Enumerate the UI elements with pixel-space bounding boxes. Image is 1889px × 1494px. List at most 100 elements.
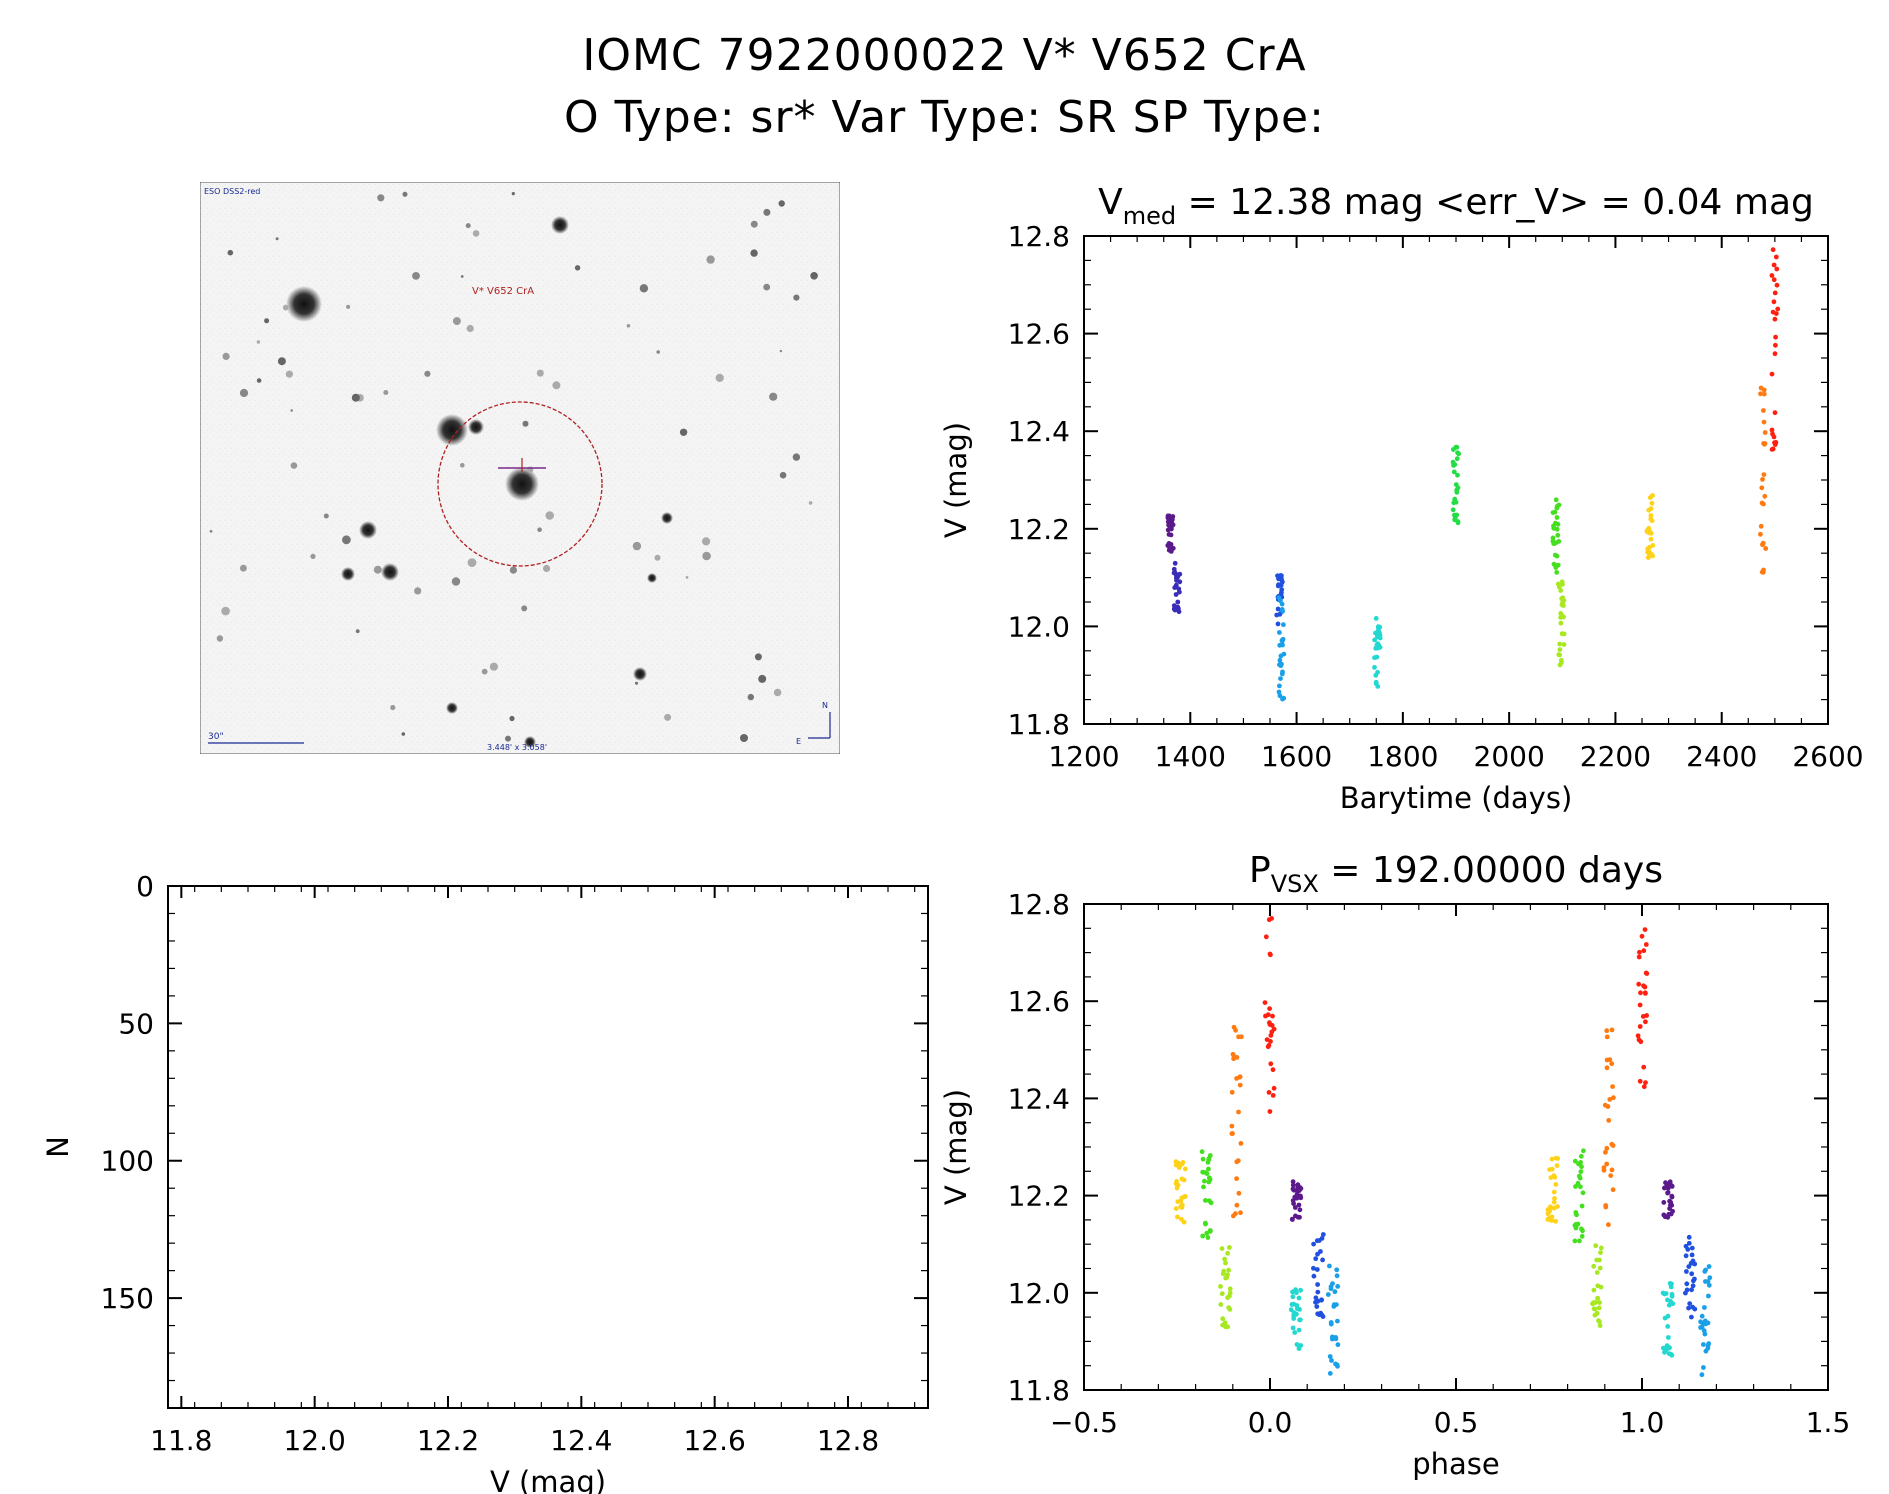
data-point bbox=[1266, 1043, 1272, 1048]
data-point bbox=[1769, 427, 1775, 433]
data-point bbox=[1551, 1199, 1557, 1205]
data-point bbox=[1183, 1194, 1188, 1199]
data-point bbox=[1220, 1316, 1226, 1322]
data-point bbox=[1221, 1268, 1227, 1274]
star bbox=[341, 567, 355, 581]
data-point bbox=[1573, 1224, 1579, 1229]
data-point bbox=[1690, 1283, 1696, 1289]
data-point bbox=[1761, 419, 1767, 425]
data-point bbox=[1559, 660, 1564, 665]
data-point bbox=[1771, 277, 1777, 283]
data-point bbox=[1373, 672, 1379, 678]
data-point bbox=[1758, 391, 1763, 397]
data-point bbox=[1319, 1297, 1324, 1303]
data-point bbox=[1454, 489, 1460, 495]
data-point bbox=[1773, 254, 1779, 260]
data-point bbox=[1546, 1216, 1552, 1221]
data-point bbox=[1330, 1336, 1335, 1342]
star bbox=[679, 428, 688, 436]
data-point bbox=[1548, 1204, 1553, 1210]
star bbox=[750, 220, 758, 228]
data-point bbox=[1277, 657, 1283, 663]
data-point bbox=[1667, 1198, 1672, 1204]
histogram-xlabel: V (mag) bbox=[490, 1465, 606, 1494]
data-point bbox=[1374, 654, 1380, 660]
star bbox=[521, 605, 528, 612]
data-point bbox=[1554, 1163, 1560, 1168]
star bbox=[451, 577, 461, 586]
data-point bbox=[1609, 1167, 1615, 1173]
data-point bbox=[1650, 553, 1655, 559]
data-point bbox=[1267, 1109, 1273, 1114]
data-point bbox=[1218, 1302, 1224, 1307]
data-point bbox=[1219, 1291, 1225, 1297]
data-point bbox=[1579, 1233, 1585, 1239]
star bbox=[792, 453, 801, 461]
data-point bbox=[1669, 1193, 1675, 1199]
data-point bbox=[1773, 334, 1778, 340]
data-point bbox=[1176, 609, 1182, 615]
star bbox=[706, 255, 715, 264]
data-point bbox=[1611, 1095, 1616, 1101]
figure-subtitle: O Type: sr* Var Type: SR SP Type: bbox=[564, 92, 1325, 143]
star bbox=[545, 511, 554, 520]
star bbox=[656, 350, 660, 354]
data-point bbox=[1637, 1024, 1643, 1029]
star bbox=[414, 587, 422, 595]
data-point bbox=[1206, 1166, 1211, 1172]
data-point bbox=[1607, 1097, 1613, 1102]
data-point bbox=[1236, 1190, 1242, 1196]
data-point bbox=[1320, 1257, 1325, 1263]
data-point bbox=[1770, 446, 1776, 452]
data-point bbox=[1202, 1178, 1207, 1184]
data-point bbox=[1545, 1211, 1551, 1217]
star bbox=[342, 535, 351, 545]
star bbox=[275, 237, 279, 241]
data-point bbox=[1598, 1245, 1604, 1251]
data-point bbox=[1455, 485, 1461, 491]
data-point bbox=[1311, 1265, 1316, 1271]
data-point bbox=[1551, 1205, 1557, 1211]
data-point bbox=[1758, 523, 1764, 529]
data-point bbox=[1761, 472, 1767, 477]
data-point bbox=[1294, 1342, 1300, 1347]
star bbox=[489, 662, 498, 671]
data-point bbox=[1236, 1109, 1241, 1115]
star bbox=[505, 467, 539, 501]
data-point bbox=[1701, 1342, 1706, 1347]
data-point bbox=[1280, 669, 1285, 675]
data-point bbox=[1377, 630, 1382, 636]
data-point bbox=[1279, 661, 1284, 667]
data-point bbox=[1761, 501, 1766, 507]
star bbox=[373, 565, 382, 574]
data-point bbox=[1271, 1085, 1277, 1091]
star bbox=[467, 558, 477, 567]
data-point bbox=[1637, 1002, 1643, 1008]
data-point bbox=[1692, 1261, 1698, 1267]
data-point bbox=[1296, 1295, 1302, 1301]
data-point bbox=[1554, 515, 1560, 520]
data-point bbox=[1668, 1351, 1674, 1357]
data-point bbox=[1604, 1034, 1610, 1040]
data-point bbox=[1271, 1026, 1277, 1032]
data-point bbox=[1686, 1264, 1692, 1269]
data-point bbox=[1311, 1241, 1316, 1247]
data-point bbox=[1230, 1051, 1236, 1057]
data-point bbox=[1686, 1240, 1692, 1246]
data-point bbox=[1760, 569, 1766, 575]
data-point bbox=[1234, 1076, 1239, 1081]
data-point bbox=[1578, 1184, 1583, 1190]
data-point bbox=[1604, 1028, 1610, 1034]
data-point bbox=[1173, 1206, 1179, 1211]
data-point bbox=[1208, 1200, 1214, 1206]
data-point bbox=[1234, 1159, 1240, 1165]
star bbox=[346, 304, 351, 309]
data-point bbox=[1275, 606, 1281, 612]
star bbox=[808, 501, 813, 505]
data-point bbox=[1175, 1182, 1181, 1188]
data-point bbox=[1316, 1238, 1322, 1243]
data-point bbox=[1275, 621, 1281, 627]
data-point bbox=[1606, 1222, 1611, 1228]
star bbox=[715, 373, 724, 382]
data-point bbox=[1234, 1202, 1240, 1208]
